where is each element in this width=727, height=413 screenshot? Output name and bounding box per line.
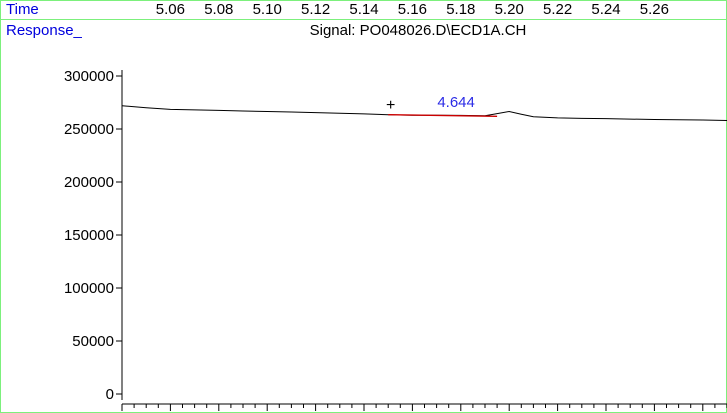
chart-title: Signal: PO048026.D\ECD1A.CH xyxy=(309,22,527,39)
y-tick-label: 250000 xyxy=(64,121,114,138)
time-tick-label: 5.14 xyxy=(349,1,379,18)
peak-marker: + xyxy=(386,97,395,114)
time-tick-label: 5.08 xyxy=(204,1,234,18)
time-tick-label: 5.10 xyxy=(252,1,282,18)
y-tick-label: 0 xyxy=(106,386,114,403)
time-tick-label: 5.12 xyxy=(300,1,331,18)
time-tick-label: 5.20 xyxy=(494,1,524,18)
y-tick-label: 200000 xyxy=(64,174,114,191)
y-tick-label: 150000 xyxy=(64,227,114,244)
signal-trace xyxy=(121,105,727,121)
y-tick-label: 50000 xyxy=(72,333,114,350)
time-tick-label: 5.06 xyxy=(155,1,185,18)
y-tick-label: 300000 xyxy=(64,68,114,85)
time-tick-label: 5.22 xyxy=(542,1,573,18)
time-tick-label: 5.18 xyxy=(446,1,476,18)
time-tick-label: 5.24 xyxy=(591,1,621,18)
integration-baseline xyxy=(388,113,498,117)
response-axis-label: Response_ xyxy=(6,22,82,39)
y-tick-label: 100000 xyxy=(64,280,114,297)
time-axis-bar: Time 5.06 5.08 5.10 5.12 5.14 5.16 5.18 5.20 5.2… xyxy=(0,0,727,20)
peak-retention-time-label: 4.644 xyxy=(437,94,475,111)
time-tick-label: 5.26 xyxy=(639,1,669,18)
time-axis-label: Time xyxy=(6,1,39,18)
time-tick-label: 5.16 xyxy=(397,1,427,18)
